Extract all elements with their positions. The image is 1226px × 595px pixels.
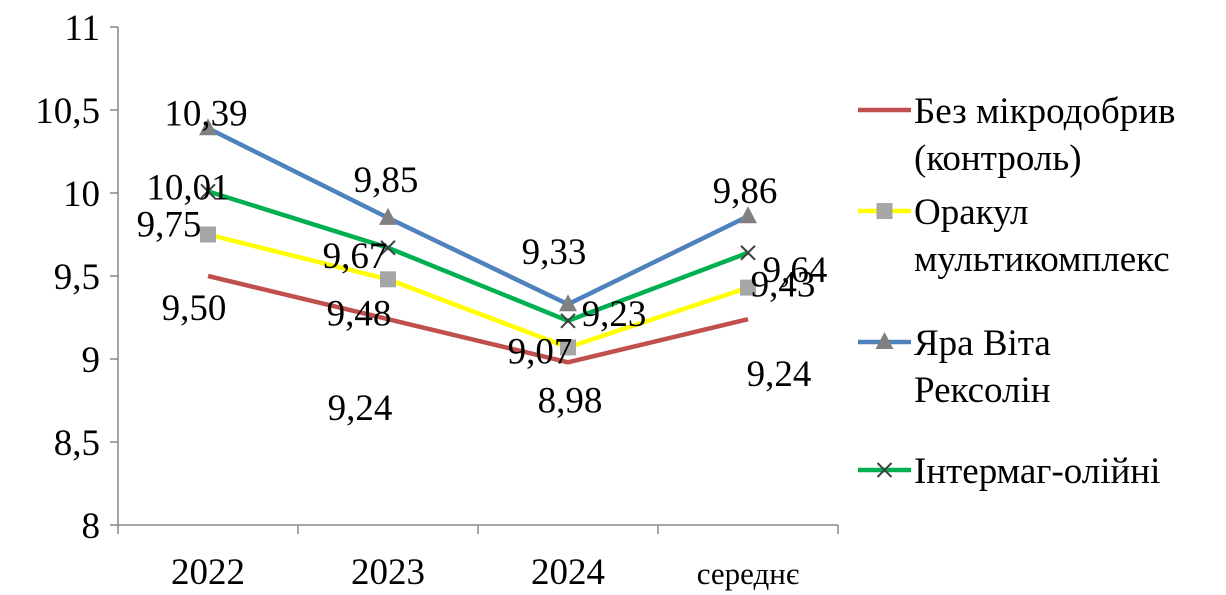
y-tick-label: 11 [64,8,100,49]
y-tick-label: 10,5 [35,91,100,132]
series-marker-triangle [875,332,894,349]
series-markers [199,118,757,356]
x-tick-label: 2024 [531,552,605,593]
series-marker-triangle [379,207,397,225]
series-marker-x [876,462,893,478]
data-label: 8,98 [538,380,603,421]
legend-entry-label: Яра Віта [914,323,1051,364]
series-marker-square [560,339,576,356]
chart-legend: Без мікродобрив (контроль) Оракул мультиком… [858,91,1176,492]
data-label: 9,50 [162,288,227,329]
legend-entry-label: Без мікродобрив [914,91,1176,132]
series-marker-square [380,271,396,288]
series-marker-x [200,183,216,200]
data-label: 9,07 [508,331,573,372]
series-marker-triangle [559,294,577,312]
series-marker-x [560,313,576,329]
data-label: 9,24 [328,388,393,429]
series-marker-x [740,245,756,261]
data-label: 9,24 [747,354,812,395]
x-tick-label: 2022 [171,552,245,593]
series-lines [206,126,749,365]
series-marker-triangle [199,118,217,136]
y-tick-label: 8 [82,506,101,547]
data-label: 9,86 [713,171,778,212]
x-tick-label: середнє [697,556,799,591]
data-label: 9,33 [522,232,587,273]
data-label: 9,64 [763,250,828,291]
series-marker-square [200,226,216,243]
data-label: 9,75 [137,205,202,246]
legend-entry-label: Оракул [914,192,1028,233]
data-label: 9,43 [751,265,816,306]
series-line [207,232,749,350]
y-tick-label: 9,5 [54,257,100,298]
series-line [206,126,749,307]
data-label: 9,23 [582,294,647,335]
series-marker-square [876,203,893,219]
y-tick-label: 9 [82,340,101,381]
data-label: 10,01 [146,167,229,208]
chart-axes: 8 8,5 9 9,5 10 10,5 11 2022 2023 2024 середнє [35,8,839,593]
y-tick-label: 10 [63,174,100,215]
data-label: 9,67 [323,236,388,277]
series-marker-x [380,240,396,256]
data-label: 10,39 [164,93,247,134]
legend-entry-label: Інтермаг-олійні [914,451,1160,492]
y-tick-label: 8,5 [54,423,100,464]
series-marker-square [740,279,756,296]
series-line [207,273,749,365]
data-labels: 9,50 9,24 8,98 9,24 9,75 9,48 9,07 9,43 10,39 9,8… [137,93,828,429]
legend-entry-label: Рексолін [914,370,1051,411]
series-line [207,189,749,324]
data-label: 9,85 [354,160,419,201]
legend-entry-label: (контроль) [914,138,1082,179]
x-tick-label: 2023 [351,552,425,593]
data-label: 9,48 [327,293,392,334]
series-marker-triangle [739,206,757,224]
legend-entry-label: мультикомплекс [914,239,1170,280]
